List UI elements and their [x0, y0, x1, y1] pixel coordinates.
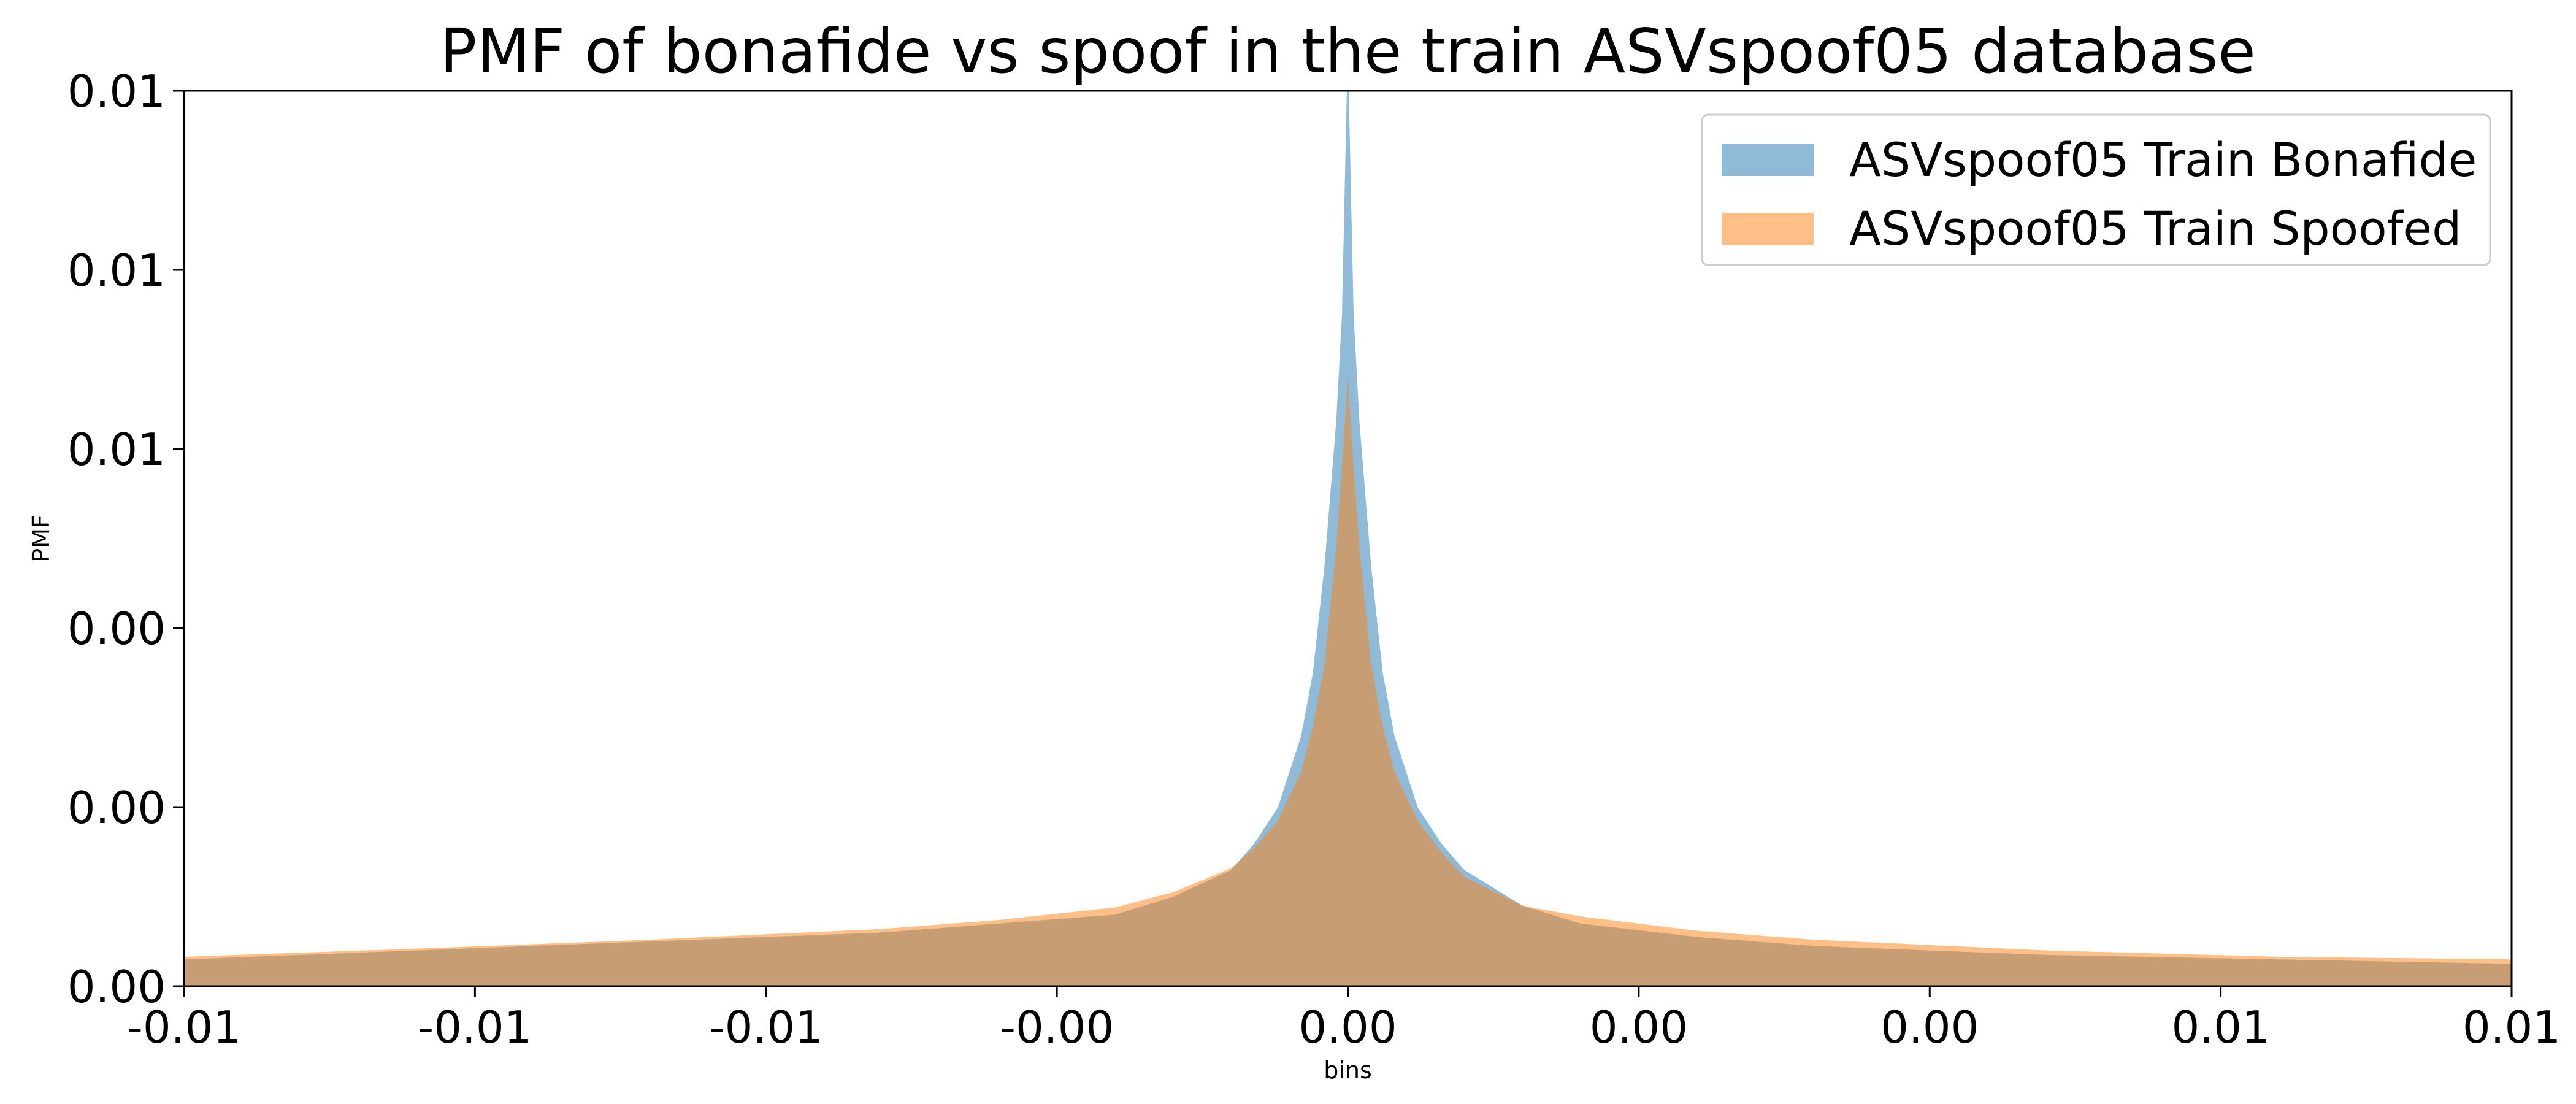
y-tick-label: 0.01 — [67, 66, 166, 117]
series-layer — [184, 91, 2512, 986]
x-tick-label: 0.00 — [1298, 1002, 1397, 1053]
y-axis-label: PMF — [28, 515, 55, 562]
y-axis-ticks: 0.00 0.00 0.00 0.01 0.01 0.01 — [67, 66, 184, 1013]
y-tick-label: 0.01 — [67, 245, 166, 296]
x-tick-label: -0.01 — [709, 1002, 823, 1053]
y-tick-label: 0.01 — [67, 424, 166, 475]
legend-frame — [1701, 113, 2491, 266]
legend-label: ASVspoof05 Train Bonafide — [1849, 132, 2477, 187]
y-tick-label: 0.00 — [67, 961, 166, 1013]
legend-swatch — [1722, 144, 1814, 176]
legend-swatch — [1722, 213, 1814, 245]
x-tick-label: 0.00 — [1590, 1002, 1688, 1053]
legend-label: ASVspoof05 Train Spoofed — [1849, 201, 2461, 256]
y-tick-label: 0.00 — [67, 782, 166, 834]
x-tick-label: 0.01 — [2463, 1002, 2561, 1053]
y-tick-label: 0.00 — [67, 603, 166, 654]
legend: ASVspoof05 Train Bonafide ASVspoof05 Trai… — [1701, 113, 2491, 266]
x-axis-label: bins — [1324, 1057, 1372, 1084]
x-tick-label: -0.01 — [127, 1002, 241, 1053]
x-tick-label: -0.00 — [1000, 1002, 1114, 1053]
x-axis-ticks: -0.01 -0.01 -0.01 -0.00 0.00 0.00 0.00 0.01 0.01 — [127, 986, 2561, 1053]
series-area-1 — [184, 377, 2512, 986]
x-tick-label: 0.00 — [1880, 1002, 1979, 1053]
x-tick-label: -0.01 — [418, 1002, 532, 1053]
chart-title: PMF of bonafide vs spoof in the train AS… — [440, 15, 2256, 87]
x-tick-label: 0.01 — [2171, 1002, 2269, 1053]
